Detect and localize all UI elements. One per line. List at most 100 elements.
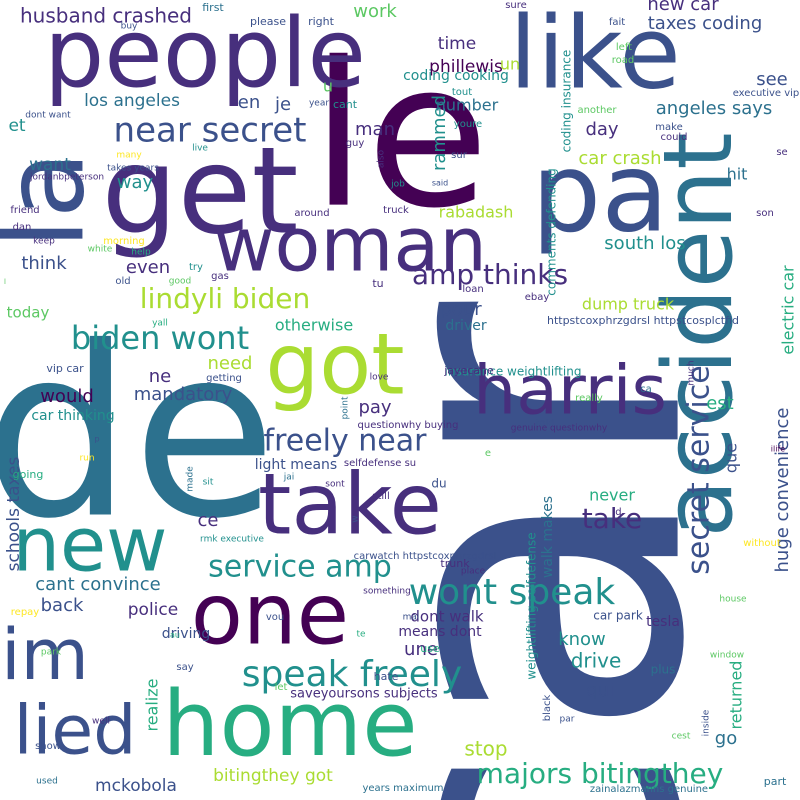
cloud-word: woman <box>213 201 487 289</box>
cloud-word: people <box>44 0 366 109</box>
cloud-word: first <box>202 1 224 14</box>
cloud-word: son <box>756 208 774 219</box>
cloud-word: lindyli biden <box>140 282 310 315</box>
cloud-word: cant convince <box>35 574 160 595</box>
cloud-word: gas <box>211 271 229 282</box>
cloud-word: dump truck <box>582 295 675 314</box>
cloud-word: pour <box>440 299 482 320</box>
cloud-word: accident <box>644 132 754 537</box>
cloud-word: today <box>7 304 50 322</box>
cloud-word: rmk executive <box>200 535 264 545</box>
cloud-word: show <box>35 741 61 752</box>
cloud-word: walk makes <box>540 496 556 578</box>
cloud-word: coding insurance <box>560 50 574 153</box>
cloud-word: huge convenience <box>772 408 793 573</box>
cloud-word: used <box>36 777 58 787</box>
cloud-word: friend <box>10 205 39 216</box>
cloud-word: wont speak <box>409 572 616 613</box>
cloud-word: est <box>706 393 734 414</box>
cloud-word: driver <box>445 318 486 334</box>
cloud-word: dan <box>13 222 32 233</box>
cloud-word: httpstcoxphrzgdrsl httpstcosplctfid <box>547 314 739 327</box>
cloud-word: hit <box>727 165 748 184</box>
cloud-word: going <box>13 468 44 481</box>
cloud-word: mandatory <box>134 384 233 405</box>
cloud-word: tesla <box>646 614 680 630</box>
cloud-word: also <box>377 149 387 168</box>
cloud-word: use <box>420 642 440 655</box>
cloud-word: rabadash <box>439 203 514 222</box>
cloud-word: say <box>176 662 193 673</box>
cloud-word: coding cooking <box>403 68 509 84</box>
cloud-word: black <box>542 695 553 722</box>
cloud-word: point <box>341 396 351 419</box>
cloud-word: jayecane <box>443 364 494 377</box>
cloud-word: left <box>616 42 632 53</box>
cloud-word: house <box>719 595 747 605</box>
cloud-word: realize <box>143 678 162 731</box>
cloud-word: drive <box>571 649 622 673</box>
cloud-word: insurance weightlifting <box>445 365 582 379</box>
cloud-word: window <box>710 651 744 661</box>
cloud-word: tu <box>372 277 383 290</box>
cloud-word: job <box>390 180 405 190</box>
cloud-word: white <box>88 245 113 255</box>
cloud-word: work <box>353 1 397 22</box>
cloud-word: qui <box>586 680 614 701</box>
cloud-word: jai <box>283 473 295 483</box>
cloud-word: years maximum <box>362 783 443 794</box>
cloud-word: really <box>575 393 603 404</box>
cloud-word: dont want <box>25 111 71 121</box>
cloud-word: cest <box>672 732 691 742</box>
cloud-word: ne <box>149 366 171 387</box>
cloud-word: husband crashed <box>20 4 192 28</box>
cloud-word: guy <box>346 138 365 149</box>
cloud-word: let <box>275 682 288 693</box>
cloud-word: without <box>743 538 781 549</box>
cloud-word: many <box>116 151 142 161</box>
cloud-word: los angeles <box>84 91 180 111</box>
cloud-word: une <box>404 639 438 660</box>
cloud-word: schools taxes <box>4 457 24 572</box>
cloud-word: place <box>461 567 486 577</box>
cloud-word: right <box>308 15 335 28</box>
cloud-word: dont walk <box>410 608 483 626</box>
cloud-word: returned <box>727 661 746 730</box>
cloud-word: hate <box>374 670 399 683</box>
cloud-word: le <box>311 20 490 253</box>
cloud-word: car thinking <box>31 408 114 424</box>
cloud-word: otherwise <box>275 316 353 335</box>
cloud-word: en <box>238 92 260 113</box>
cloud-word: trunk <box>440 557 470 570</box>
cloud-word: mckobola <box>95 776 177 796</box>
cloud-word: go <box>715 728 737 749</box>
cloud-word: pay <box>358 397 391 418</box>
cloud-word: know <box>558 629 606 650</box>
cloud-word: biden wont <box>71 319 249 357</box>
cloud-word: time <box>438 34 476 54</box>
cloud-word: lied <box>14 692 137 771</box>
cloud-word: phillewis <box>429 57 503 77</box>
cloud-word: e <box>485 448 491 459</box>
cloud-word: see <box>756 69 788 90</box>
cloud-word: au <box>170 631 180 640</box>
cloud-word: old <box>115 276 130 287</box>
cloud-word: tout <box>452 87 472 98</box>
cloud-word: ce <box>198 510 219 531</box>
cloud-word: day <box>585 119 618 140</box>
cloud-word: electric car <box>779 265 798 355</box>
cloud-word: want <box>29 155 71 175</box>
cloud-word: car crash <box>578 148 661 169</box>
cloud-word: new <box>12 501 167 589</box>
cloud-word: p <box>94 435 99 444</box>
cloud-word: got <box>265 315 404 414</box>
cloud-word: good <box>169 277 191 287</box>
cloud-word: south los <box>604 233 685 254</box>
cloud-word: mai <box>403 613 420 623</box>
cloud-word: de <box>0 297 277 570</box>
cloud-word: loan <box>462 284 483 295</box>
cloud-word: never <box>589 486 635 505</box>
cloud-word: morning <box>103 236 145 247</box>
cloud-word: rammed <box>429 95 450 171</box>
cloud-word: light means <box>255 457 337 473</box>
